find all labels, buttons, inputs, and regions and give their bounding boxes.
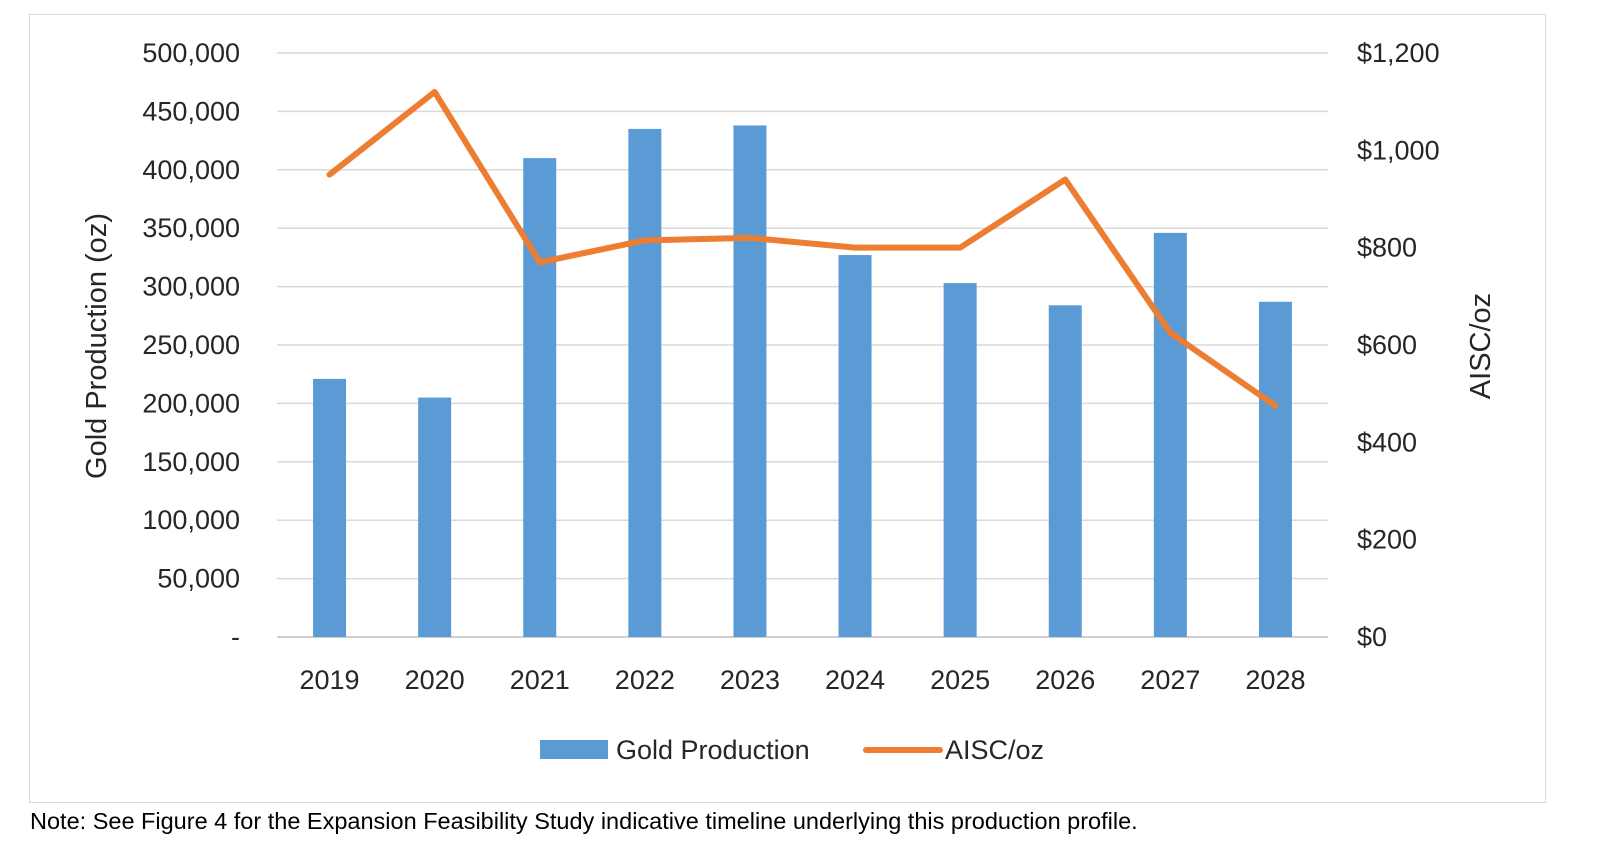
left-tick-label: 100,000 — [142, 505, 240, 535]
figure-note: Note: See Figure 4 for the Expansion Fea… — [30, 808, 1138, 834]
legend: Gold Production AISC/oz — [540, 735, 1044, 765]
bar-gold-production-2025 — [943, 283, 977, 637]
x-tick-label: 2028 — [1245, 665, 1305, 695]
x-tick-label: 2021 — [510, 665, 570, 695]
right-axis-ticks: $0 $200 $400 $600 $800 $1,000 $1,200 — [1357, 38, 1440, 652]
x-tick-label: 2023 — [720, 665, 780, 695]
left-tick-label: 50,000 — [157, 564, 240, 594]
left-tick-label: 350,000 — [142, 213, 240, 243]
x-tick-label: 2025 — [930, 665, 990, 695]
left-tick-label: 500,000 — [142, 38, 240, 68]
left-tick-label: - — [231, 622, 240, 652]
bar-gold-production-2019 — [313, 378, 347, 637]
left-axis-title: Gold Production (oz) — [81, 213, 113, 479]
chart-frame — [29, 14, 1546, 803]
left-tick-label: 300,000 — [142, 272, 240, 302]
left-tick-label: 250,000 — [142, 330, 240, 360]
legend-label-gold-production: Gold Production — [616, 735, 810, 765]
right-tick-label: $200 — [1357, 525, 1417, 555]
bar-gold-production-2027 — [1153, 232, 1187, 637]
left-tick-label: 200,000 — [142, 388, 240, 418]
left-tick-label: 150,000 — [142, 447, 240, 477]
bar-gold-production-2021 — [523, 158, 557, 637]
right-tick-label: $1,200 — [1357, 38, 1440, 68]
gridlines — [277, 52, 1328, 638]
x-tick-label: 2022 — [615, 665, 675, 695]
x-axis-ticks: 2019 2020 2021 2022 2023 2024 2025 2026 2027 2028 — [300, 665, 1306, 695]
bar-gold-production-2028 — [1258, 301, 1292, 637]
x-tick-label: 2026 — [1035, 665, 1095, 695]
bar-gold-production-2022 — [628, 128, 662, 638]
right-tick-label: $800 — [1357, 233, 1417, 263]
left-axis-ticks: - 50,000 100,000 150,000 200,000 250,000 300,0… — [142, 38, 240, 652]
right-tick-label: $0 — [1357, 622, 1387, 652]
x-tick-label: 2027 — [1140, 665, 1200, 695]
bar-gold-production-2024 — [838, 255, 872, 637]
legend-swatch-gold-production — [540, 740, 608, 759]
left-tick-label: 400,000 — [142, 155, 240, 185]
x-tick-label: 2019 — [300, 665, 360, 695]
right-tick-label: $1,000 — [1357, 135, 1440, 165]
line-aisc — [326, 88, 1279, 409]
right-axis-title: AISC/oz — [1465, 293, 1497, 399]
legend-label-aisc: AISC/oz — [945, 735, 1044, 765]
right-tick-label: $600 — [1357, 330, 1417, 360]
bar-gold-production-2026 — [1048, 305, 1082, 637]
x-tick-label: 2020 — [405, 665, 465, 695]
bar-gold-production-2020 — [418, 397, 452, 637]
left-tick-label: 450,000 — [142, 96, 240, 126]
right-tick-label: $400 — [1357, 427, 1417, 457]
bar-gold-production-2023 — [733, 125, 767, 637]
line-series-aisc — [326, 88, 1279, 409]
x-tick-label: 2024 — [825, 665, 885, 695]
bar-series-gold-production — [313, 125, 1292, 638]
